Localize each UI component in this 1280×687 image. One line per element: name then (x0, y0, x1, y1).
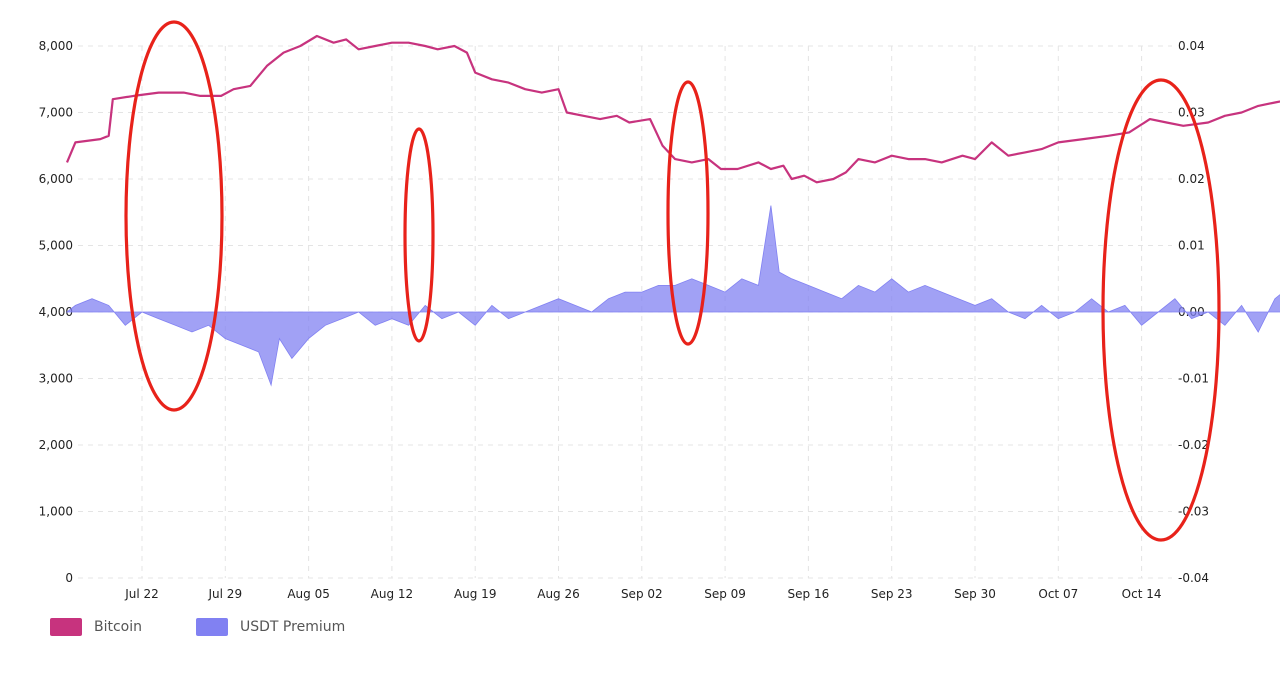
y-left-tick-label: 6,000 (39, 172, 73, 186)
legend-label-bitcoin: Bitcoin (94, 619, 143, 635)
x-tick-label: Oct 14 (1122, 587, 1162, 601)
bitcoin-line (65, 34, 1280, 184)
highlight-ellipse (1101, 78, 1221, 542)
y-left-tick-label: 0 (65, 571, 73, 585)
x-tick-label: Jul 29 (208, 587, 243, 601)
legend-swatch-bitcoin (50, 618, 82, 636)
legend-swatch-usdt-premium (196, 618, 229, 636)
legend: Bitcoin USDT Premium (50, 618, 399, 636)
x-tick-label: Aug 12 (371, 587, 414, 601)
legend-item-usdt-premium[interactable]: USDT Premium (196, 618, 345, 636)
y-right-tick-label: -0.04 (1178, 571, 1209, 585)
x-tick-label: Sep 09 (704, 587, 746, 601)
x-tick-label: Aug 26 (537, 587, 580, 601)
x-tick-label: Aug 19 (454, 587, 497, 601)
usdt-premium-area (65, 205, 1280, 387)
y-left-tick-label: 4,000 (39, 305, 73, 319)
y-left-tick-label: 8,000 (39, 39, 73, 53)
y-left-tick-label: 5,000 (39, 239, 73, 253)
y-right-tick-label: 0.02 (1178, 172, 1205, 186)
y-left-tick-label: 3,000 (39, 372, 73, 386)
y-right-tick-label: -0.03 (1178, 505, 1209, 519)
y-left-tick-label: 2,000 (39, 438, 73, 452)
x-tick-label: Jul 22 (124, 587, 159, 601)
y-left-tick-label: 7,000 (39, 106, 73, 120)
highlight-ellipse (403, 127, 435, 343)
x-tick-label: Sep 23 (871, 587, 913, 601)
y-left-tick-label: 1,000 (39, 505, 73, 519)
highlight-ellipse (666, 80, 710, 346)
y-right-tick-label: 0.04 (1178, 39, 1205, 53)
y-right-tick-label: 0.01 (1178, 239, 1205, 253)
x-tick-label: Sep 16 (788, 587, 830, 601)
legend-item-bitcoin[interactable]: Bitcoin (50, 618, 142, 636)
x-tick-label: Sep 02 (621, 587, 663, 601)
y-right-tick-label: -0.01 (1178, 372, 1209, 386)
x-tick-label: Oct 07 (1038, 587, 1078, 601)
x-tick-label: Sep 30 (954, 587, 996, 601)
x-tick-label: Aug 05 (287, 587, 330, 601)
y-right-tick-label: -0.02 (1178, 438, 1209, 452)
legend-label-usdt-premium: USDT Premium (240, 619, 346, 635)
highlight-ellipse (124, 20, 224, 412)
